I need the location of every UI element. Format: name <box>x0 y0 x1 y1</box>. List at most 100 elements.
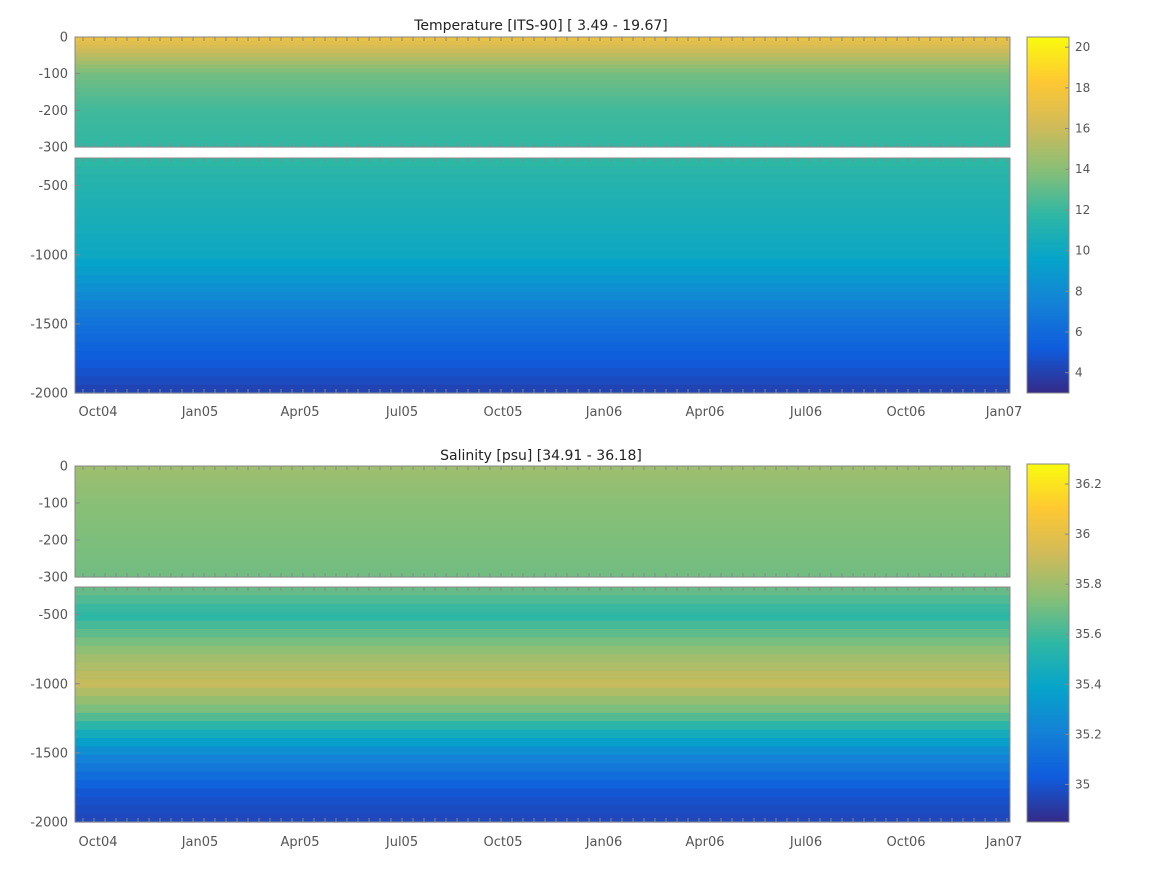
axes-frame <box>74 586 1011 823</box>
chart-title: Temperature [ITS-90] [ 3.49 - 19.67] <box>413 18 668 34</box>
color-band <box>75 771 1010 781</box>
y-tick-label: -100 <box>38 67 68 82</box>
colorbar-tick-label: 35.6 <box>1075 627 1102 641</box>
color-band <box>75 119 1010 125</box>
y-tick-label: -1500 <box>30 317 68 332</box>
color-band <box>75 199 1010 209</box>
color-band <box>75 60 1010 66</box>
color-band <box>75 56 1010 62</box>
color-band <box>75 64 1010 70</box>
colorbar-gradient <box>1026 463 1070 823</box>
x-tick-label: Oct05 <box>483 405 522 420</box>
color-band <box>75 68 1010 73</box>
color-band <box>75 72 1010 77</box>
colorbar-tick-label: 10 <box>1075 244 1090 258</box>
x-tick-label: Jul06 <box>789 835 822 850</box>
colorbar-tick-label: 12 <box>1075 203 1090 217</box>
salinity-chart: Salinity [psu] [34.91 - 36.18] 0 -100 -200… <box>30 448 1102 850</box>
color-band <box>75 763 1010 773</box>
color-band <box>75 696 1010 706</box>
color-band <box>75 561 1010 566</box>
color-band <box>75 738 1010 748</box>
x-tick-label: Jan07 <box>985 405 1023 420</box>
color-band <box>75 662 1010 672</box>
color-band <box>75 80 1010 85</box>
color-band <box>75 497 1010 503</box>
color-band <box>75 654 1010 664</box>
y-tick-label: -200 <box>38 534 68 549</box>
color-band <box>75 533 1010 538</box>
x-axis-ticks: Oct04 Jan05 Apr05 Jul05 Oct05 Jan06 Apr06 Jul06… <box>78 405 1022 420</box>
color-band <box>75 216 1010 226</box>
color-band <box>75 587 1010 596</box>
color-band <box>75 183 1010 193</box>
color-band <box>75 76 1010 81</box>
color-band <box>75 788 1010 798</box>
color-band <box>75 275 1010 285</box>
x-tick-label: Jan06 <box>585 835 623 850</box>
color-band <box>75 780 1010 790</box>
color-band <box>75 505 1010 511</box>
color-band <box>75 489 1010 495</box>
y-tick-label: -300 <box>38 571 68 586</box>
color-band <box>75 139 1010 144</box>
color-band <box>75 729 1010 739</box>
x-tick-label: Apr05 <box>280 835 319 850</box>
y-axis-ticks: 0 -100 -200 -300 -500 -1000 -1500 -2000 <box>30 31 80 402</box>
x-tick-label: Oct05 <box>483 835 522 850</box>
x-tick-label: Jul05 <box>385 835 418 850</box>
color-band <box>75 513 1010 519</box>
lower-panel <box>74 586 1011 823</box>
color-band <box>75 712 1010 722</box>
color-band <box>75 805 1010 815</box>
color-band <box>75 111 1010 117</box>
y-tick-label: -500 <box>38 179 68 194</box>
color-band <box>75 241 1010 251</box>
color-band <box>75 88 1010 93</box>
x-tick-label: Jan07 <box>985 835 1023 850</box>
x-tick-label: Jan06 <box>585 405 623 420</box>
color-band <box>75 645 1010 655</box>
color-band <box>75 37 1010 42</box>
color-band <box>75 687 1010 697</box>
color-band <box>75 127 1010 132</box>
x-tick-label: Jul05 <box>385 405 418 420</box>
x-tick-label: Apr06 <box>685 405 724 420</box>
axes-frame <box>74 465 1011 578</box>
color-band <box>75 115 1010 121</box>
colorbar-tick-label: 14 <box>1075 162 1090 176</box>
color-band <box>75 485 1010 491</box>
color-band <box>75 501 1010 507</box>
color-band <box>75 537 1010 542</box>
color-band <box>75 553 1010 558</box>
color-band <box>75 477 1010 483</box>
y-tick-label: -500 <box>38 608 68 623</box>
colorbar: 20 18 16 14 12 10 8 6 4 <box>1026 36 1090 394</box>
color-band <box>75 40 1010 46</box>
chart-title: Salinity [psu] [34.91 - 36.18] <box>440 448 642 464</box>
color-band <box>75 44 1010 50</box>
colorbar-tick-label: 35 <box>1075 777 1090 791</box>
x-tick-label: Jan05 <box>181 835 219 850</box>
color-band <box>75 95 1010 101</box>
color-band <box>75 573 1010 578</box>
depth-panels <box>74 465 1011 823</box>
color-band <box>75 612 1010 622</box>
color-band <box>75 670 1010 680</box>
colorbar-tick-label: 4 <box>1075 366 1083 380</box>
color-band <box>75 267 1010 277</box>
colorbar-tick-label: 16 <box>1075 122 1090 136</box>
y-tick-label: -2000 <box>30 387 68 402</box>
y-axis-ticks: 0 -100 -200 -300 -500 -1000 -1500 -2000 <box>30 460 80 831</box>
color-band <box>75 135 1010 140</box>
color-band <box>75 166 1010 176</box>
x-tick-label: Oct06 <box>886 835 925 850</box>
color-band <box>75 103 1010 109</box>
color-band <box>75 309 1010 319</box>
colorbar-tick-label: 35.4 <box>1075 677 1102 691</box>
color-band <box>75 603 1010 613</box>
color-band <box>75 481 1010 487</box>
y-tick-label: -1500 <box>30 746 68 761</box>
axes-frame <box>74 36 1011 148</box>
colorbar-tick-label: 18 <box>1075 81 1090 95</box>
